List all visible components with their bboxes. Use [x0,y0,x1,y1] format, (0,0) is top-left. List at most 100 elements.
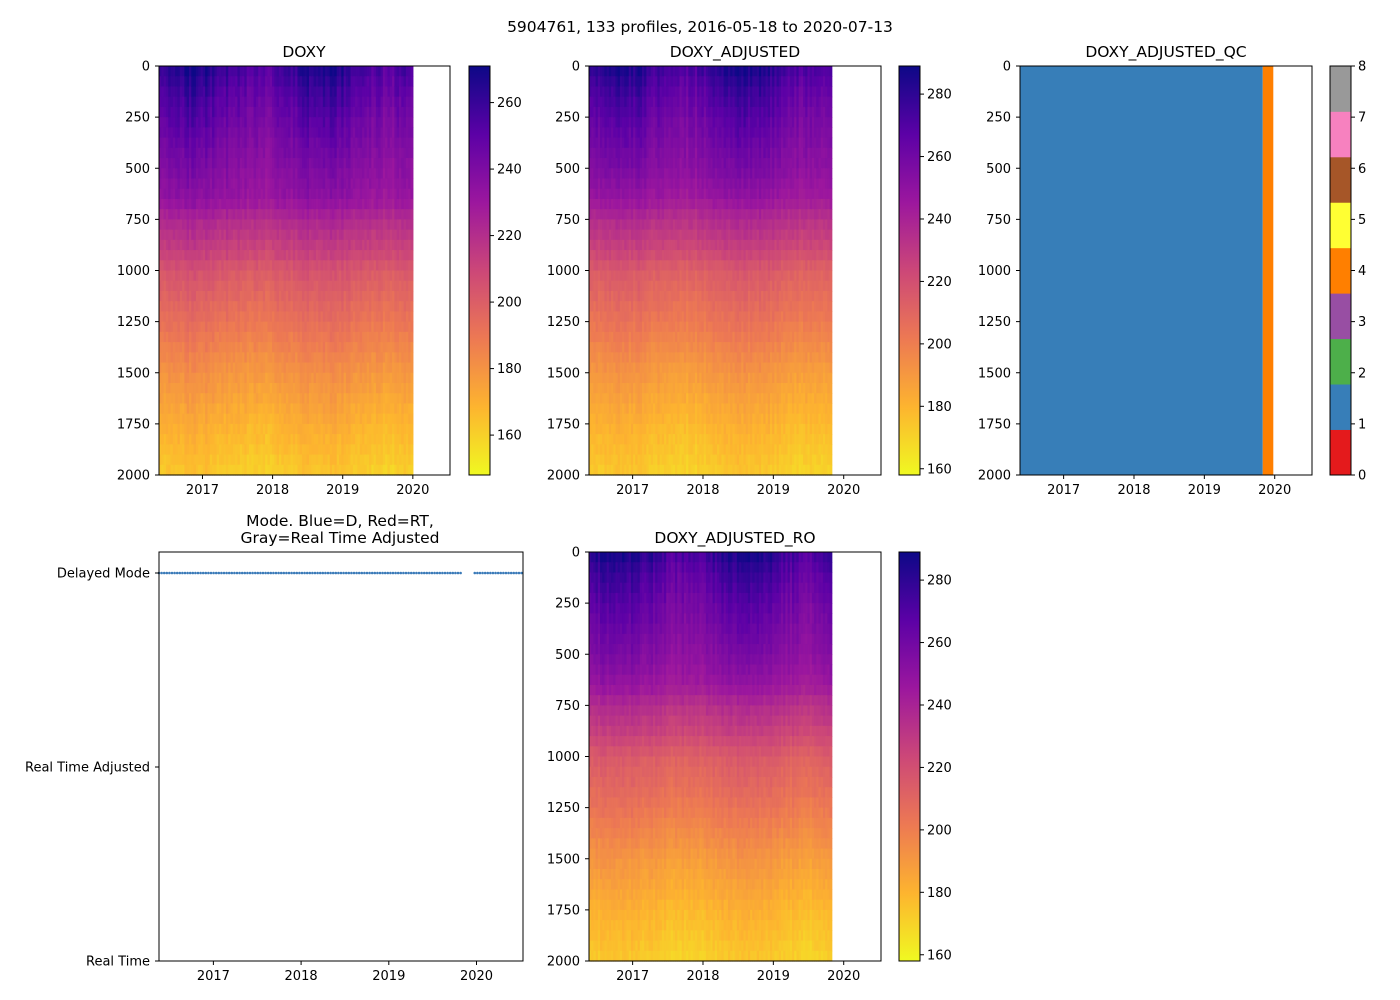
heatmap-cell [608,342,612,353]
heatmap-cell [182,239,185,251]
heatmap-cell [219,198,222,210]
heatmap-cell [274,219,278,231]
heatmap-cell [295,127,299,139]
heatmap-cell [198,362,202,374]
heatmap-cell [387,342,391,353]
heatmap-cell [214,209,218,220]
heatmap-cell [322,86,326,98]
heatmap-cell [613,229,617,241]
heatmap-cell [237,188,241,200]
heatmap-cell [606,362,610,374]
heatmap-cell [232,352,236,364]
heatmap-cell [202,413,206,425]
heatmap-cell [212,117,215,128]
heatmap-cell [410,76,414,88]
heatmap-cell [382,137,386,149]
heatmap-cell [398,219,402,231]
heatmap-cell [318,423,322,435]
heatmap-cell [163,454,167,466]
heatmap-cell [389,209,393,220]
heatmap-cell [410,209,414,220]
heatmap-cell [290,301,294,312]
heatmap-cell [593,260,597,272]
heatmap-cell [177,86,181,98]
heatmap-cell [235,464,239,476]
heatmap-cell [318,301,322,312]
heatmap-cell [327,188,331,200]
heatmap-cell [380,301,384,312]
heatmap-cell [251,454,255,466]
heatmap-cell [170,372,174,384]
heatmap-cell [602,362,606,374]
heatmap-cell [398,178,402,190]
heatmap-cell [237,137,241,149]
heatmap-cell [225,158,229,169]
heatmap-cell [276,352,280,364]
heatmap-cell [202,280,206,292]
heatmap-cell [244,321,248,333]
heatmap-cell [589,127,592,139]
heatmap-cell [198,434,202,445]
heatmap-cell [311,168,315,180]
heatmap-cell [306,106,310,118]
heatmap-cell [304,127,308,139]
heatmap-cell [394,209,398,220]
heatmap-cell [207,362,211,374]
heatmap-cell [260,382,264,394]
heatmap-cell [362,393,365,405]
heatmap-cell [403,331,407,343]
heatmap-cell [179,188,183,200]
heatmap-cell [262,393,266,405]
heatmap-cell [394,250,398,261]
heatmap-cell [260,331,264,343]
heatmap-cell [191,239,195,251]
heatmap-cell [246,413,250,425]
heatmap-cell [237,290,241,302]
heatmap-cell [378,434,382,445]
heatmap-cell [276,76,280,88]
heatmap-cell [362,444,365,456]
heatmap-cell [163,423,167,435]
heatmap-cell [232,260,236,272]
heatmap-cell [375,66,379,77]
heatmap-cell [175,301,179,312]
heatmap-cell [189,454,192,466]
heatmap-cell [364,117,368,128]
heatmap-cell [378,393,382,405]
heatmap-cell [290,311,294,323]
heatmap-cell [359,393,363,405]
heatmap-cell [272,362,275,374]
heatmap-cell [251,147,255,159]
heatmap-cell [338,117,342,128]
heatmap-cell [336,106,340,118]
heatmap-cell [216,168,220,180]
heatmap-cell [168,372,172,384]
heatmap-cell [290,321,294,333]
heatmap-cell [589,117,592,128]
heatmap-cell [228,413,232,425]
heatmap-cell [364,239,368,251]
heatmap-cell [338,280,342,292]
heatmap-cell [348,250,352,261]
heatmap-cell [302,321,305,333]
heatmap-cell [274,393,278,405]
heatmap-cell [366,321,370,333]
heatmap-cell [350,117,354,128]
heatmap-cell [602,66,606,77]
heatmap-cell [359,290,363,302]
heatmap-cell [249,117,252,128]
heatmap-cell [311,331,315,343]
heatmap-cell [327,66,331,77]
heatmap-cell [295,198,299,210]
heatmap-cell [285,147,289,159]
heatmap-cell [332,290,335,302]
heatmap-cell [255,76,259,88]
heatmap-cell [225,239,229,251]
heatmap-cell [216,413,220,425]
heatmap-cell [200,372,204,384]
heatmap-cell [593,382,597,394]
heatmap-cell [343,66,347,77]
heatmap-cell [242,127,245,139]
heatmap-cell [611,444,614,456]
